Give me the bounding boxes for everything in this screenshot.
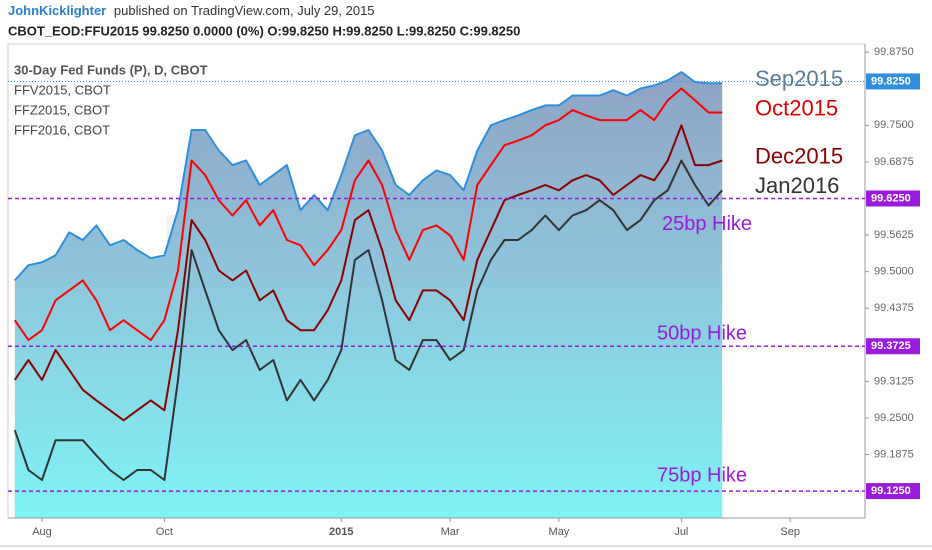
series-label: Dec2015 [755, 143, 843, 168]
y-tick-label: 99.2500 [874, 412, 914, 424]
x-tick-label: Sep [780, 526, 800, 538]
legend-label: 30-Day Fed Funds (P), D, CBOT [14, 62, 208, 77]
x-tick-label: Jul [674, 526, 688, 538]
y-tick-label: 99.8750 [874, 46, 914, 58]
level-annotation: 25bp Hike [662, 213, 752, 235]
price-box [866, 190, 920, 207]
header-line: JohnKicklighter published on TradingView… [8, 3, 375, 18]
author[interactable]: JohnKicklighter [8, 3, 106, 18]
price-box-label: 99.3725 [871, 340, 911, 352]
header: JohnKicklighter published on TradingView… [8, 3, 520, 38]
price-box-label: 99.6250 [871, 192, 911, 204]
series-line [13, 87, 723, 342]
legend-label: FFZ2015, CBOT [14, 102, 110, 117]
y-tick-label: 99.7500 [874, 119, 914, 131]
series-label: Oct2015 [755, 95, 838, 120]
x-tick-label: Oct [156, 526, 173, 538]
y-tick-label: 99.1875 [874, 448, 914, 460]
level-annotation: 50bp Hike [657, 323, 747, 345]
plot: FFU2015, D30-Day Fed Funds (P) [13, 71, 723, 518]
price-box [866, 483, 920, 500]
y-tick-label: 99.5625 [874, 229, 914, 241]
series-label: Jan2016 [755, 173, 839, 198]
series-line [14, 71, 723, 282]
legend-label: FFF2016, CBOT [14, 122, 110, 137]
overlay: 99.8750 99.7500 99.6875 99.5625 99.5000 99.43… [8, 46, 920, 538]
published: published on TradingView.com, July 29, 2… [114, 3, 375, 18]
price-box [866, 73, 920, 90]
x-tick-label: May [549, 526, 570, 538]
level-annotation: 75bp Hike [657, 464, 747, 486]
area-fill [14, 72, 723, 518]
x-tick-label: Aug [32, 526, 52, 538]
y-tick-label: 99.6875 [874, 156, 914, 168]
quote: CBOT_EOD:FFU2015 99.8250 0.0000 (0%) O:9… [8, 23, 520, 38]
series-line [13, 159, 723, 481]
series-line [13, 124, 723, 422]
price-box-label: 99.1250 [871, 485, 911, 497]
price-box [866, 338, 920, 355]
y-tick-label: 99.4375 [874, 302, 914, 314]
y-tick-label: 99.3125 [874, 375, 914, 387]
x-tick-label: 2015 [329, 526, 353, 538]
price-box-label: 99.8250 [871, 75, 911, 87]
legend-label: FFV2015, CBOT [14, 82, 111, 97]
x-tick-label: Mar [441, 526, 460, 538]
y-tick-label: 99.5000 [874, 266, 914, 278]
series-label: Sep2015 [755, 66, 843, 91]
